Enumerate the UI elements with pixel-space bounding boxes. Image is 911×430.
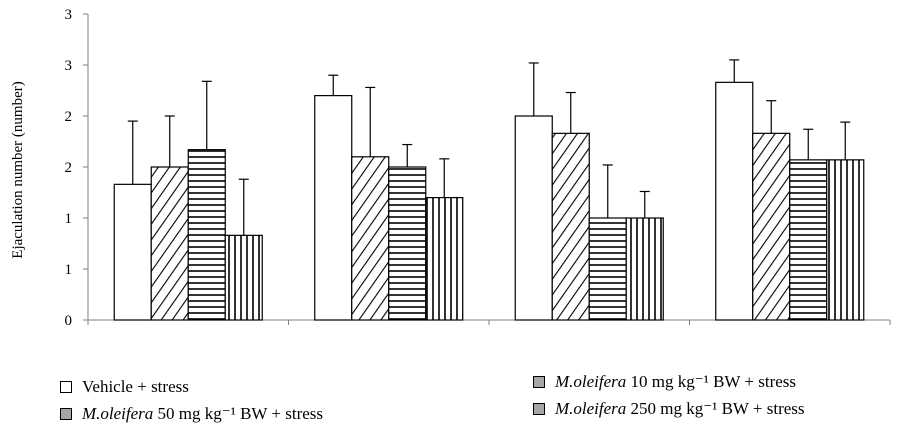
legend-item-vehicle: Vehicle + stress bbox=[60, 377, 189, 397]
bar-day-14-series-1 bbox=[715, 81, 754, 321]
bar-chart: Ejaculation number (number) BaselineSing… bbox=[10, 7, 891, 329]
bar-single-dose-series-2 bbox=[351, 156, 390, 321]
bar-day-7-series-3 bbox=[588, 217, 627, 321]
y-tick-label: 3 bbox=[65, 7, 73, 23]
legend-item-250mg: M.oleifera 250 mg kg⁻¹ BW + stress bbox=[533, 399, 805, 419]
legend-swatch-grey bbox=[533, 403, 545, 415]
y-tick-labels: 0 1 1 2 2 3 3 bbox=[65, 7, 73, 329]
bar-day-14-series-2 bbox=[752, 132, 791, 321]
bar-baseline-series-3 bbox=[187, 149, 226, 321]
bar-day-14-series-4 bbox=[826, 159, 865, 321]
bar-day-7-series-4 bbox=[625, 217, 664, 321]
legend-label: Vehicle + stress bbox=[82, 377, 189, 396]
bar-day-7-series-1 bbox=[514, 115, 553, 321]
bars-group bbox=[113, 81, 865, 321]
legend-swatch-grey bbox=[60, 408, 72, 420]
legend-swatch-white bbox=[60, 381, 72, 393]
bar-baseline-series-1 bbox=[113, 183, 152, 321]
bar-day-14-series-3 bbox=[789, 159, 828, 321]
y-axis-label: Ejaculation number (number) bbox=[10, 81, 26, 258]
y-tick-label: 1 bbox=[65, 262, 73, 278]
legend-label: M.oleifera 50 mg kg⁻¹ BW + stress bbox=[82, 404, 324, 423]
y-tick-label: 3 bbox=[65, 58, 73, 74]
bar-single-dose-series-1 bbox=[314, 94, 353, 321]
legend-item-10mg: M.oleifera 10 mg kg⁻¹ BW + stress bbox=[533, 372, 796, 392]
legend-swatch-grey bbox=[533, 376, 545, 388]
legend-item-50mg: M.oleifera 50 mg kg⁻¹ BW + stress bbox=[60, 404, 323, 424]
legend-label: M.oleifera 250 mg kg⁻¹ BW + stress bbox=[555, 399, 805, 418]
y-tick-label: 2 bbox=[65, 160, 73, 176]
bar-baseline-series-4 bbox=[224, 234, 263, 321]
bar-baseline-series-2 bbox=[150, 166, 189, 321]
bar-single-dose-series-3 bbox=[388, 166, 427, 321]
y-tick-label: 2 bbox=[65, 109, 73, 125]
error-bars-group bbox=[127, 59, 851, 236]
bar-day-7-series-2 bbox=[551, 132, 590, 321]
bar-single-dose-series-4 bbox=[425, 197, 464, 321]
y-tick-label: 1 bbox=[65, 211, 73, 227]
y-tick-label: 0 bbox=[65, 313, 73, 329]
legend-label: M.oleifera 10 mg kg⁻¹ BW + stress bbox=[555, 372, 797, 391]
